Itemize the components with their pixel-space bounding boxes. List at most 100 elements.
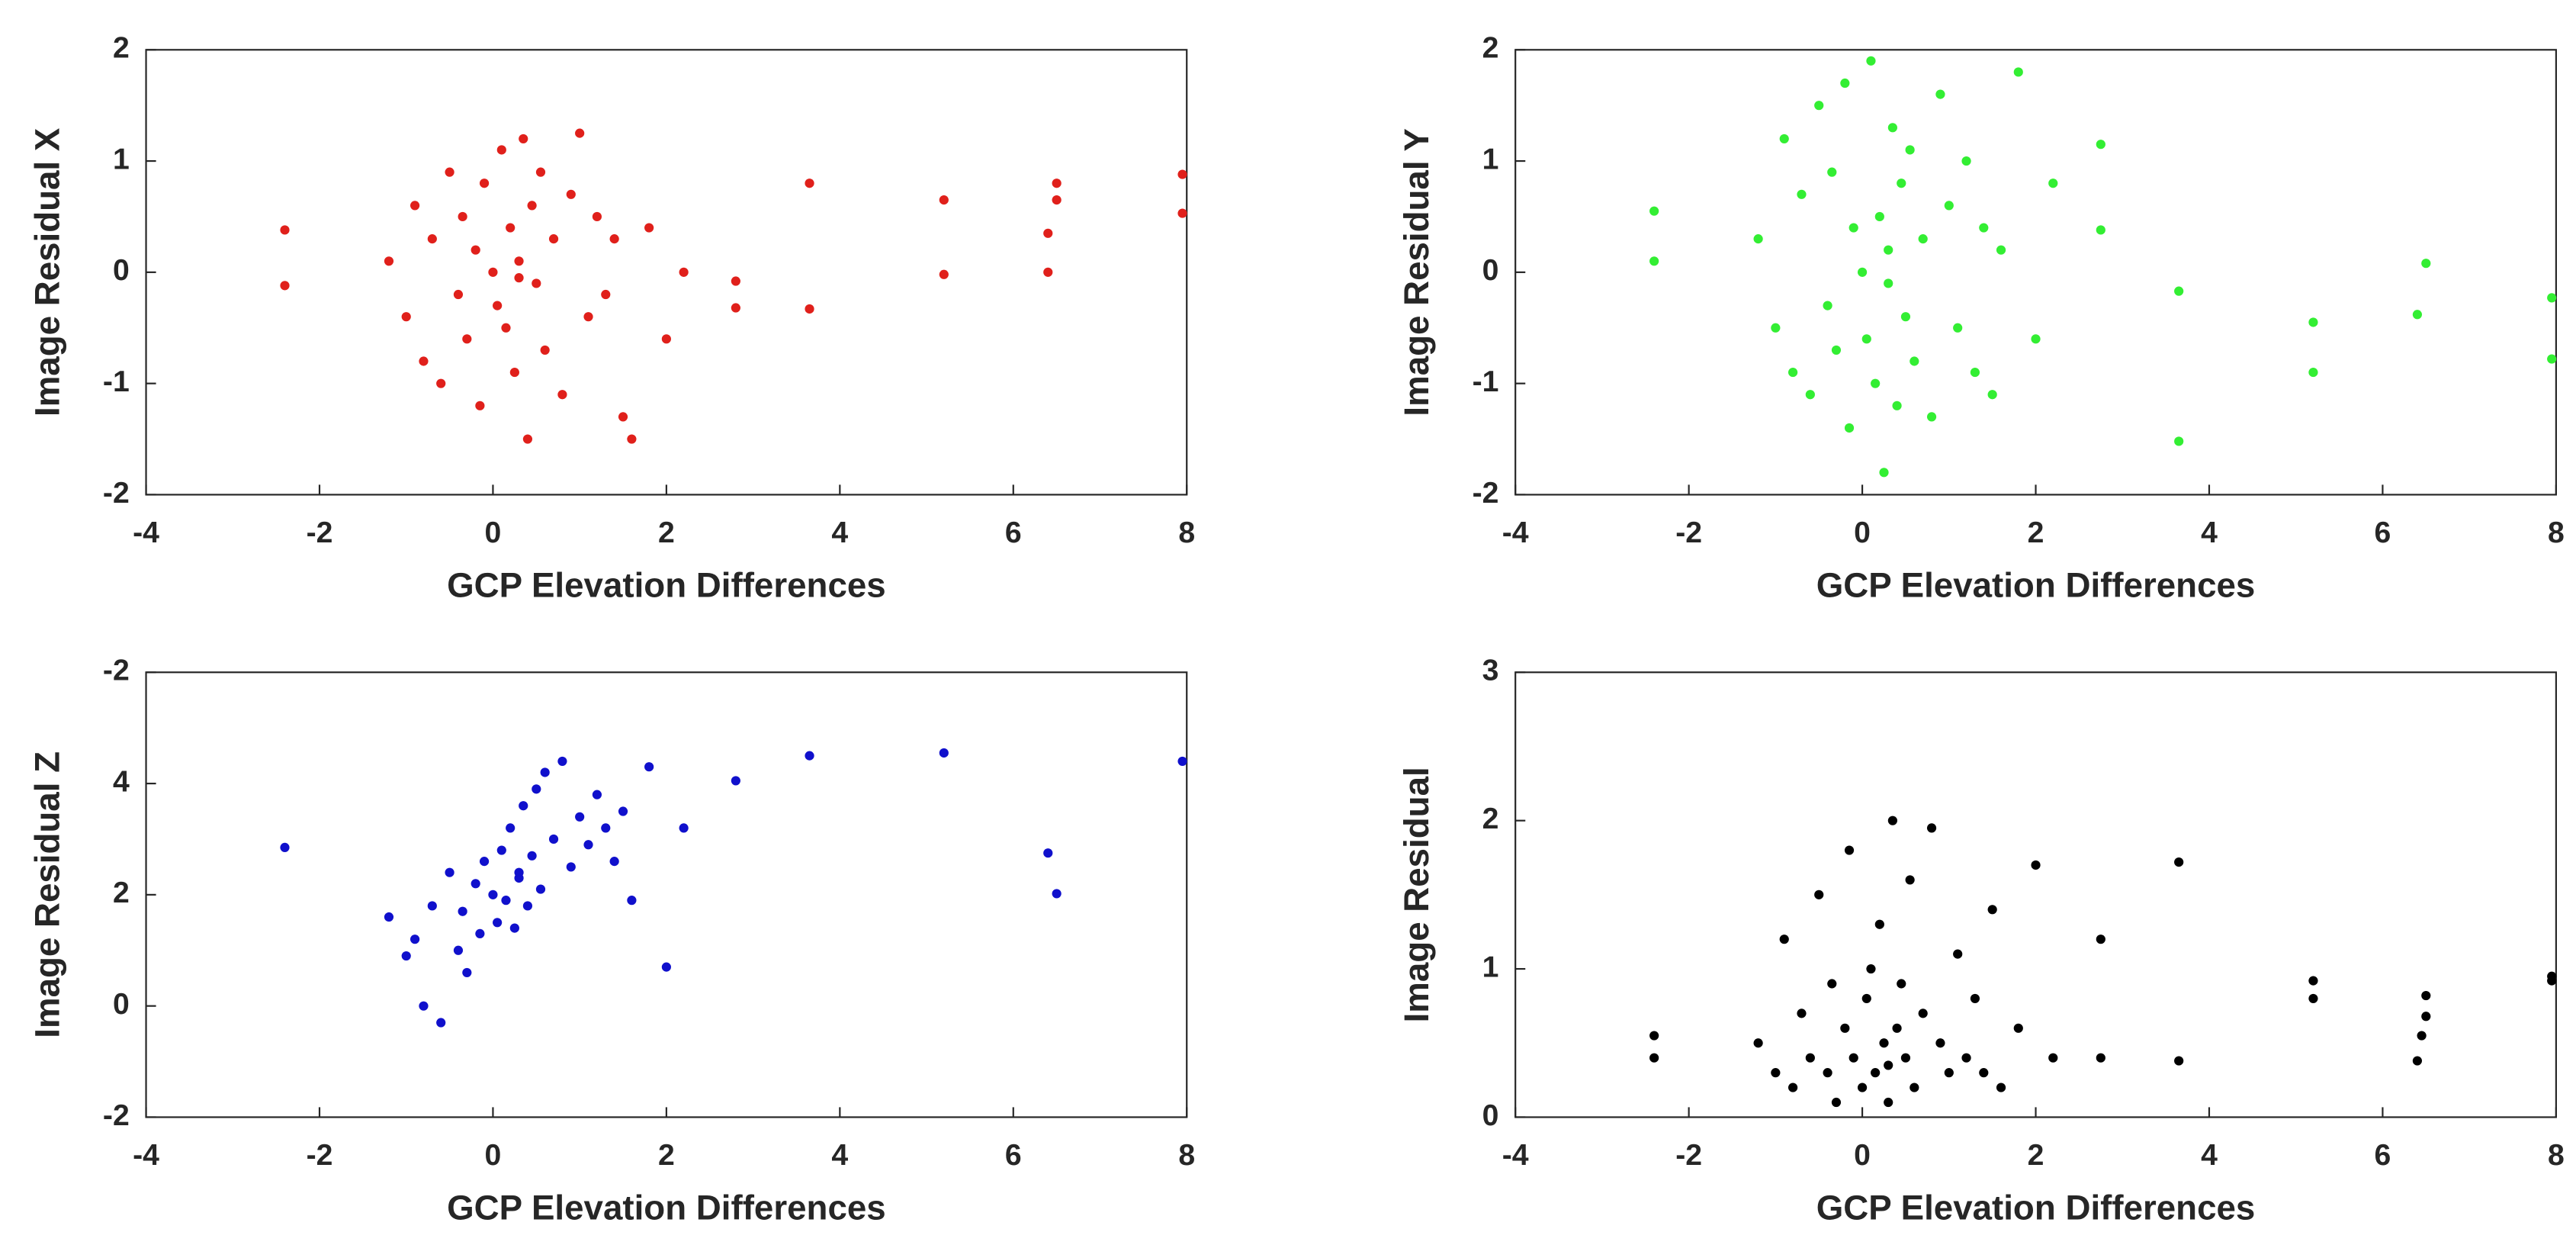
point	[2096, 1053, 2105, 1063]
point	[939, 195, 949, 205]
point	[661, 334, 671, 344]
point	[583, 312, 593, 322]
x-axis-label: GCP Elevation Differences	[1816, 565, 2256, 604]
point	[566, 862, 576, 872]
point	[1871, 1068, 1881, 1078]
point	[471, 879, 480, 889]
point	[1970, 367, 1980, 378]
x-tick-label: -2	[307, 1139, 333, 1172]
point	[1043, 228, 1053, 238]
point	[506, 223, 516, 233]
x-tick-label: 8	[2548, 516, 2565, 549]
point	[1753, 1038, 1763, 1048]
y-tick-label: 2	[1482, 32, 1499, 65]
point	[1944, 201, 1954, 211]
y-tick-label: 0	[113, 988, 130, 1021]
point	[601, 289, 611, 300]
point	[661, 962, 671, 972]
point	[458, 211, 467, 222]
point	[496, 845, 506, 855]
point	[1788, 367, 1798, 378]
point	[1177, 208, 1187, 218]
x-tick-label: 4	[2201, 1139, 2218, 1172]
point	[479, 179, 490, 188]
point	[548, 234, 559, 244]
point	[939, 269, 949, 279]
x-tick-label: -4	[133, 516, 159, 549]
point	[1043, 848, 1053, 858]
point	[1961, 1053, 1971, 1063]
point	[1649, 1031, 1659, 1041]
point	[1874, 211, 1884, 222]
plot-area	[1514, 671, 2557, 1118]
point	[1649, 256, 1659, 266]
point	[1918, 1009, 1928, 1018]
point	[1052, 195, 1062, 205]
y-tick-label: 3	[1482, 655, 1499, 687]
point	[522, 901, 533, 911]
point	[2547, 293, 2557, 303]
point	[1805, 1053, 1815, 1063]
point	[445, 167, 454, 177]
y-tick-label: 0	[1482, 1099, 1499, 1132]
point	[1953, 949, 1963, 959]
point	[731, 776, 740, 786]
plot-area	[145, 671, 1188, 1118]
point	[445, 867, 454, 877]
point	[805, 304, 814, 314]
point	[627, 896, 637, 906]
point	[1866, 56, 1876, 66]
point	[1979, 1068, 1989, 1078]
point	[1953, 323, 1963, 333]
point	[280, 842, 290, 852]
point	[1043, 267, 1053, 277]
point	[410, 935, 420, 944]
point	[1779, 935, 1789, 944]
point	[1861, 334, 1871, 344]
point	[2013, 1023, 2023, 1033]
point	[557, 756, 567, 767]
point	[401, 312, 411, 322]
x-axis-label: GCP Elevation Differences	[447, 1188, 886, 1227]
point	[609, 234, 619, 244]
point	[2031, 860, 2041, 870]
point	[501, 896, 511, 906]
x-tick-label: -2	[307, 516, 333, 549]
point	[1052, 179, 1062, 188]
point	[2096, 935, 2105, 944]
point	[644, 762, 654, 772]
point	[540, 767, 550, 777]
point	[2308, 976, 2318, 986]
point	[1879, 468, 1889, 478]
point	[1861, 993, 1871, 1004]
y-tick-label: 0	[1482, 254, 1499, 287]
point	[475, 401, 485, 410]
point	[1823, 1068, 1832, 1078]
point	[805, 179, 814, 188]
point	[1857, 1083, 1868, 1092]
point	[280, 281, 290, 291]
point	[1884, 1097, 1893, 1108]
y-axis-label: Image Residual	[1397, 767, 1436, 1022]
point	[410, 201, 420, 211]
point	[679, 267, 689, 277]
point	[939, 748, 949, 758]
point	[618, 806, 628, 816]
point	[2308, 317, 2318, 327]
point	[1831, 1097, 1842, 1108]
y-tick-label: 1	[1482, 951, 1499, 983]
point	[1892, 1023, 1902, 1033]
point	[1970, 993, 1980, 1004]
point	[1935, 1038, 1945, 1048]
point	[2421, 990, 2431, 1001]
point	[1827, 167, 1837, 177]
point	[566, 189, 576, 199]
x-tick-label: 2	[2028, 1139, 2044, 1172]
point	[427, 234, 437, 244]
point	[401, 951, 411, 961]
point	[1177, 756, 1187, 767]
point	[475, 928, 485, 938]
point	[1874, 919, 1884, 929]
